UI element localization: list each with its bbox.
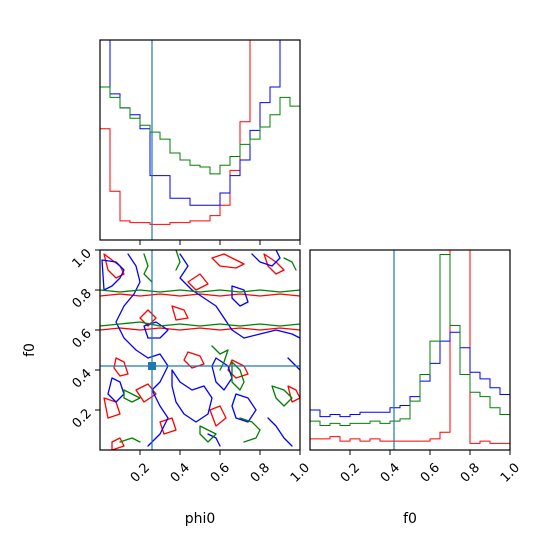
contour-green-9	[239, 417, 261, 443]
contour-green-1	[100, 321, 300, 327]
contour-blue-12	[287, 357, 300, 371]
f0-histogram-red	[310, 250, 510, 444]
phi0-top-ticks	[139, 240, 301, 245]
joint-y-ticks: 0.2 0.4 0.6 0.8 1.0	[70, 246, 100, 431]
f0-tick-label: 0.2	[70, 406, 95, 431]
contour-green-3	[175, 250, 181, 271]
f0-histogram-blue	[310, 331, 510, 418]
contour-blue-2	[179, 253, 300, 339]
phi0-tick-label: 1.0	[288, 460, 313, 485]
contour-blue-4	[211, 357, 233, 391]
joint-panel: 0.2 0.4 0.6 0.8 1.0 0.2 0.4 0.6 0.8 1.0	[70, 246, 313, 485]
contour-blue-8	[143, 321, 169, 339]
contour-blue-7	[251, 250, 281, 267]
x-axis-label-f0: f0	[403, 511, 417, 527]
truth-marker	[148, 362, 156, 370]
contour-blue-1	[115, 253, 169, 447]
phi0-tick-label: 0.4	[168, 460, 193, 485]
marginal-f0-frame	[309, 249, 511, 451]
contour-green-10	[271, 385, 293, 407]
f0-histograms	[310, 250, 510, 444]
f0-x-tick-label: 1.0	[498, 460, 523, 485]
contour-red-6	[171, 305, 189, 321]
contour-blue-3	[171, 369, 213, 423]
contour-red-11	[113, 357, 129, 377]
joint-x-ticks: 0.2 0.4 0.6 0.8 1.0	[128, 450, 313, 486]
marginal-phi0-frame	[99, 39, 301, 241]
contour-red-3	[211, 253, 245, 269]
f0-x-tick-label: 0.2	[338, 460, 363, 485]
contour-blue-5	[231, 393, 257, 423]
contour-red-12	[103, 397, 121, 419]
f0-tick-label: 0.4	[70, 366, 95, 391]
contour-red-2	[100, 327, 300, 331]
f0-x-ticks: 0.2 0.4 0.6 0.8 1.0	[338, 450, 523, 486]
f0-histogram-green	[310, 253, 510, 427]
contour-blue-10	[231, 285, 249, 307]
contour-red-15	[187, 273, 209, 291]
joint-frame	[99, 249, 301, 451]
contour-blue-6	[267, 417, 293, 447]
contour-green-8	[199, 425, 217, 443]
contour-red-16	[111, 437, 125, 450]
joint-contours	[100, 250, 300, 450]
contour-green-4	[283, 257, 297, 271]
phi0-histograms	[100, 40, 300, 225]
contour-red-13	[209, 405, 227, 427]
contour-red-0	[103, 253, 125, 279]
phi0-tick-label: 0.8	[248, 460, 273, 485]
contour-green-6	[231, 361, 245, 391]
marginal-phi0-panel	[99, 39, 301, 245]
f0-tick-label: 0.8	[70, 286, 95, 311]
x-axis-label-phi0: phi0	[185, 511, 216, 527]
f0-x-tick-label: 0.8	[458, 460, 483, 485]
phi0-histogram-red	[100, 40, 300, 225]
f0-x-tick-label: 0.6	[418, 460, 443, 485]
y-axis-label-f0: f0	[22, 343, 38, 357]
contour-red-10	[159, 417, 177, 435]
contour-blue-11	[207, 433, 221, 447]
contour-green-7	[123, 389, 141, 403]
f0-tick-label: 0.6	[70, 326, 95, 351]
f0-tick-label: 1.0	[70, 246, 95, 271]
marginal-f0-panel: 0.2 0.4 0.6 0.8 1.0	[309, 249, 523, 486]
phi0-histogram-green	[100, 86, 300, 175]
f0-x-tick-label: 0.4	[378, 460, 403, 485]
contour-red-9	[135, 383, 157, 403]
contour-blue-9	[107, 377, 125, 403]
contour-green-5	[211, 345, 229, 371]
phi0-tick-label: 0.6	[208, 460, 233, 485]
phi0-tick-label: 0.2	[128, 460, 153, 485]
contour-green-0	[100, 289, 300, 293]
contour-green-2	[143, 253, 153, 283]
contour-green-11	[119, 437, 141, 443]
